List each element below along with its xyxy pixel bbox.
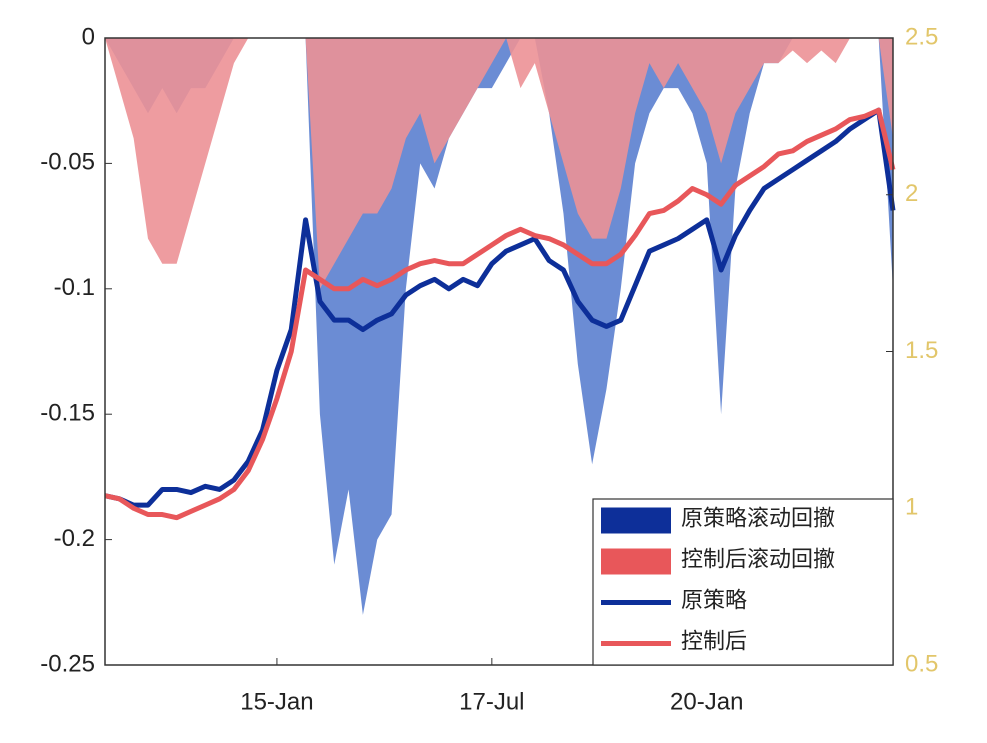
y2-tick-label: 1	[905, 494, 918, 521]
y-tick-label: -0.25	[40, 650, 95, 677]
y-tick-label: -0.2	[54, 525, 95, 552]
y-tick-label: 0	[82, 23, 95, 50]
legend-swatch	[601, 548, 671, 575]
legend-label: 原策略滚动回撤	[681, 506, 835, 531]
x-tick-label: 20-Jan	[670, 688, 743, 715]
legend-swatch	[601, 507, 671, 534]
y2-tick-label: 1.5	[905, 337, 938, 364]
y2-tick-label: 2	[905, 180, 918, 207]
nav-line	[104, 107, 896, 521]
legend-label: 控制后滚动回撤	[681, 547, 835, 572]
x-tick-label: 15-Jan	[240, 688, 313, 715]
legend-label: 原策略	[681, 588, 747, 613]
drawdown-area	[105, 38, 893, 289]
y-tick-label: -0.15	[40, 400, 95, 427]
y-tick-label: -0.1	[54, 274, 95, 301]
x-tick-label: 17-Jul	[459, 688, 524, 715]
nav-line	[104, 107, 896, 508]
y2-tick-label: 2.5	[905, 23, 938, 50]
y-tick-label: -0.05	[40, 149, 95, 176]
y2-tick-label: 0.5	[905, 650, 938, 677]
legend-label: 控制后	[681, 629, 747, 654]
